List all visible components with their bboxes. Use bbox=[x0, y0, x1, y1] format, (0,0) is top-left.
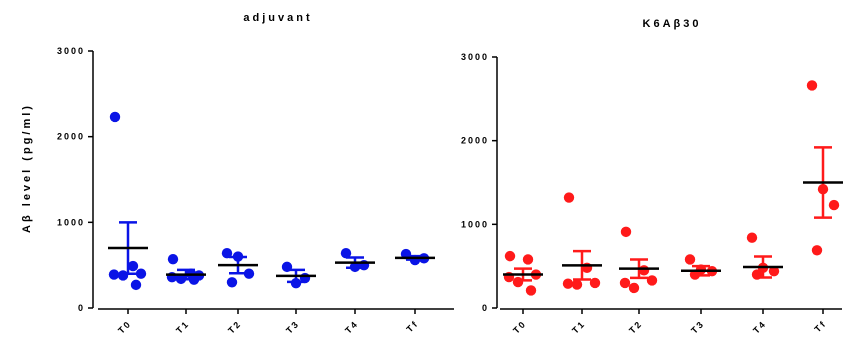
data-point bbox=[768, 265, 780, 277]
data-point bbox=[130, 279, 142, 291]
x-tick-label: T4 bbox=[343, 318, 360, 335]
adjuvant-panel: adjuvant 0 1000 2000 3000 T0 T1 T2 T3 T4 Tf bbox=[57, 12, 454, 336]
x-tick-label: T2 bbox=[226, 318, 243, 335]
data-point bbox=[109, 111, 121, 123]
data-point bbox=[525, 285, 537, 296]
y-tick-label: 0 bbox=[482, 303, 489, 313]
data-point bbox=[226, 277, 238, 288]
x-tick-label: T4 bbox=[751, 318, 768, 335]
y-tick-label: 1000 bbox=[461, 219, 489, 229]
data-point bbox=[638, 265, 650, 276]
x-tick-label: T0 bbox=[116, 318, 133, 335]
data-point bbox=[646, 275, 658, 286]
data-point bbox=[340, 247, 352, 259]
data-point bbox=[684, 254, 696, 265]
data-point bbox=[811, 245, 823, 256]
x-tick-label: T0 bbox=[511, 318, 528, 335]
panel-title: adjuvant bbox=[243, 12, 312, 24]
data-point bbox=[619, 277, 631, 289]
data-point bbox=[167, 253, 179, 265]
data-point bbox=[563, 192, 575, 203]
data-point bbox=[562, 278, 574, 289]
x-tick-label: Tf bbox=[813, 318, 829, 334]
data-point bbox=[504, 250, 516, 262]
data-point bbox=[806, 80, 818, 91]
data-point bbox=[512, 276, 524, 288]
x-tick-label: T3 bbox=[689, 318, 706, 335]
y-tick-label: 0 bbox=[78, 303, 85, 313]
x-tick-label: Tf bbox=[405, 318, 421, 334]
x-tick-label: T1 bbox=[570, 318, 587, 335]
y-tick-label: 2000 bbox=[461, 136, 489, 146]
x-tick-label: T3 bbox=[284, 318, 301, 335]
y-tick-label: 2000 bbox=[57, 132, 85, 142]
data-point bbox=[290, 277, 302, 289]
k6ab30-panel: K6Aβ30 0 1000 2000 3000 T0 T1 T2 T3 T4 Tf bbox=[461, 18, 843, 336]
x-tick-label: T1 bbox=[174, 318, 191, 335]
data-point bbox=[522, 254, 534, 265]
data-point bbox=[589, 277, 601, 289]
data-point bbox=[135, 268, 147, 279]
data-point bbox=[628, 282, 640, 294]
data-point bbox=[243, 268, 255, 279]
data-point bbox=[221, 247, 233, 259]
x-tick-label: T2 bbox=[627, 318, 644, 335]
y-tick-label: 1000 bbox=[57, 217, 85, 227]
y-axis-label: Aβ level (pg/ml) bbox=[21, 103, 33, 233]
data-point bbox=[746, 232, 758, 243]
data-point bbox=[571, 279, 583, 290]
data-point bbox=[828, 199, 840, 211]
data-point bbox=[117, 270, 129, 281]
data-point bbox=[108, 269, 120, 280]
data-point bbox=[620, 226, 632, 238]
data-point bbox=[127, 260, 139, 272]
panel-title: K6Aβ30 bbox=[643, 18, 702, 30]
y-tick-label: 3000 bbox=[57, 46, 85, 56]
y-tick-label: 3000 bbox=[461, 52, 489, 62]
